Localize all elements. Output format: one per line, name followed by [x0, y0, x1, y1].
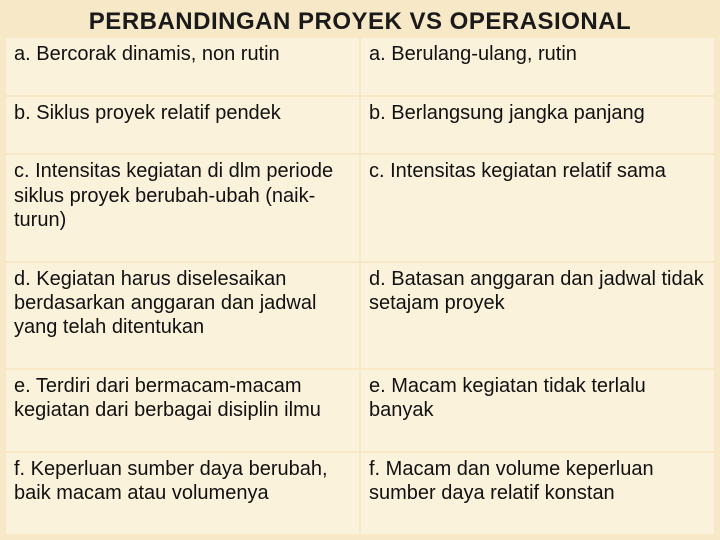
table-cell: f. Keperluan sumber daya berubah, baik m… [6, 453, 359, 534]
table-cell: c. Intensitas kegiatan di dlm periode si… [6, 155, 359, 260]
table-cell: f. Macam dan volume keperluan sumber day… [361, 453, 714, 534]
table-cell: c. Intensitas kegiatan relatif sama [361, 155, 714, 260]
table-cell: d. Kegiatan harus diselesaikan berdasark… [6, 263, 359, 368]
table-cell: a. Bercorak dinamis, non rutin [6, 38, 359, 95]
table-cell: b. Berlangsung jangka panjang [361, 97, 714, 154]
comparison-slide: PERBANDINGAN PROYEK VS OPERASIONAL a. Be… [0, 0, 720, 540]
table-cell: e. Macam kegiatan tidak terlalu banyak [361, 370, 714, 451]
table-cell: b. Siklus proyek relatif pendek [6, 97, 359, 154]
table-cell: d. Batasan anggaran dan jadwal tidak set… [361, 263, 714, 368]
table-cell: a. Berulang-ulang, rutin [361, 38, 714, 95]
comparison-table: a. Bercorak dinamis, non rutin a. Berula… [0, 38, 720, 540]
page-title: PERBANDINGAN PROYEK VS OPERASIONAL [0, 0, 720, 38]
table-cell: e. Terdiri dari bermacam-macam kegiatan … [6, 370, 359, 451]
